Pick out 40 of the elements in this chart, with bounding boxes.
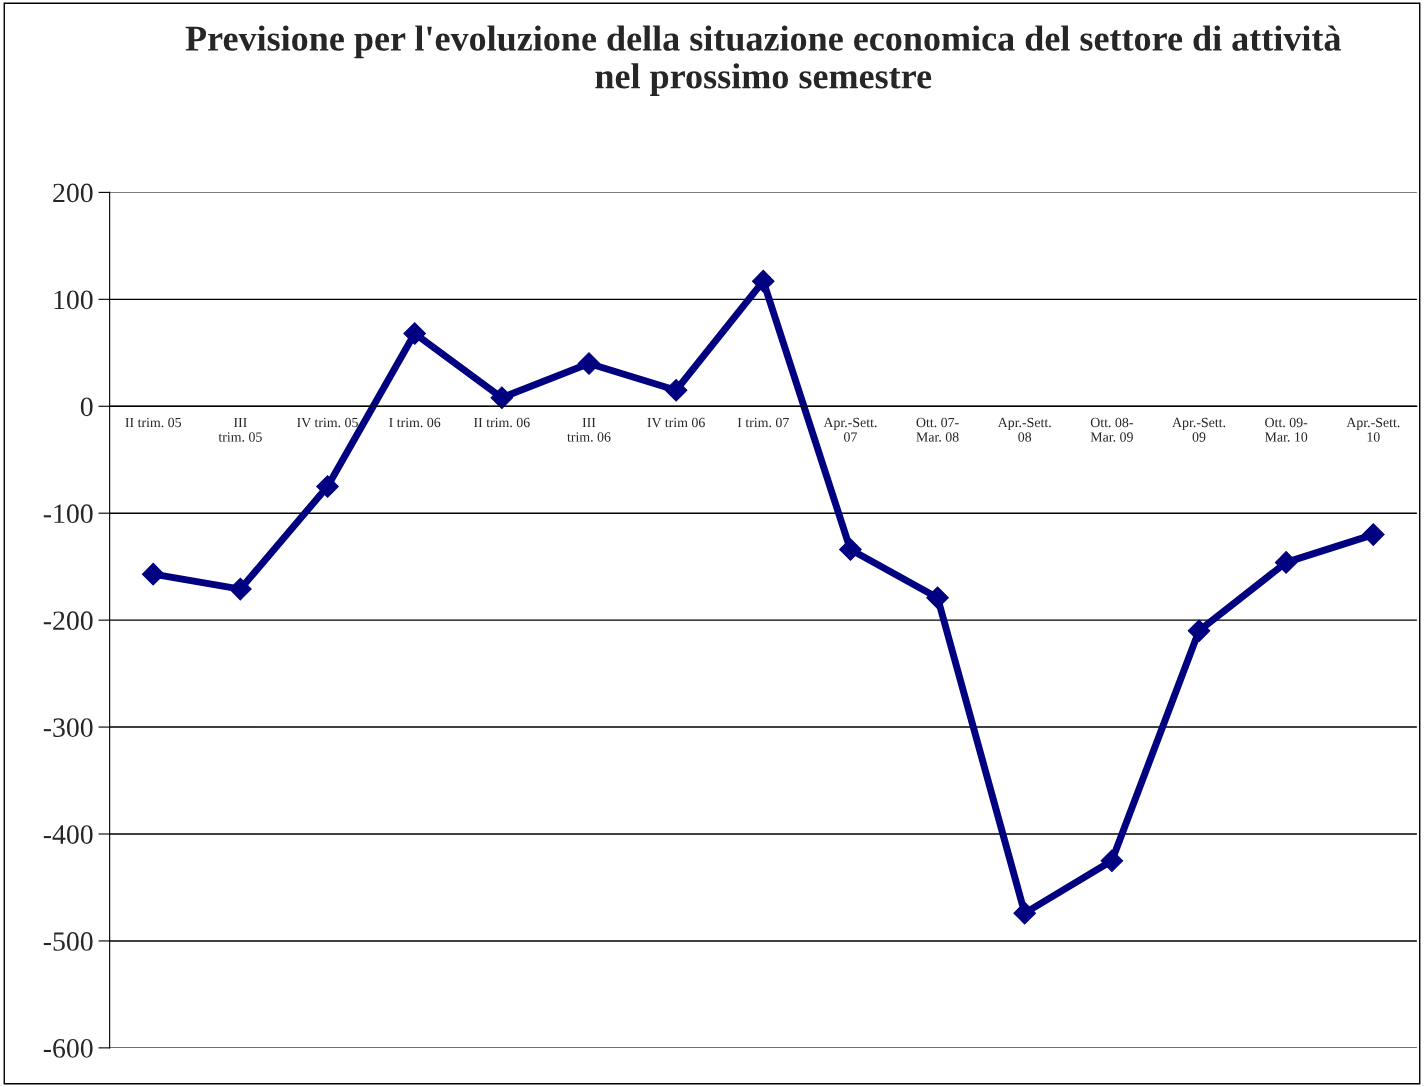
point: [141, 562, 165, 586]
y-tick-label: -300: [43, 718, 93, 737]
y-tick-label: 200: [53, 183, 93, 203]
y-tick-label: 100: [54, 290, 93, 310]
point: [316, 475, 339, 498]
x-tick-label: I trim. 06: [389, 417, 441, 428]
x-tick-label: Apr.-Sett. 07: [823, 417, 877, 442]
x-tick-label: IV trim 06: [647, 417, 705, 428]
point: [1361, 523, 1385, 546]
x-tick-label: I trim. 07: [737, 417, 789, 428]
y-tick-label: -500: [43, 932, 93, 951]
y-tick-label: -200: [43, 611, 93, 631]
x-tick-label: IV trim. 05: [297, 417, 358, 428]
point: [403, 322, 426, 345]
x-tick-label: II trim. 05: [125, 417, 182, 428]
x-tick-label: Apr.-Sett. 08: [997, 417, 1051, 442]
point: [229, 577, 252, 601]
x-tick-label: III trim. 06: [567, 417, 611, 442]
point: [1274, 551, 1298, 574]
point: [577, 352, 601, 375]
x-tick-label: II trim. 06: [473, 417, 530, 428]
y-tick-label: -600: [43, 1039, 93, 1058]
point: [751, 269, 775, 293]
point: [926, 586, 949, 609]
y-tick-label: -400: [43, 825, 93, 844]
point: [839, 538, 862, 561]
point: [1187, 619, 1211, 643]
x-tick-label: Apr.-Sett. 10: [1346, 417, 1400, 442]
x-tick-label: Apr.-Sett. 09: [1172, 417, 1226, 442]
point: [1013, 901, 1037, 925]
x-tick-label: III trim. 05: [218, 417, 262, 442]
x-tick-label: Ott. 09- Mar. 10: [1264, 417, 1308, 442]
point: [490, 386, 514, 410]
point: [664, 378, 688, 402]
y-tick-label: 0: [80, 397, 93, 417]
x-tick-label: Ott. 07- Mar. 08: [916, 417, 959, 442]
x-tick-label: Ott. 08- Mar. 09: [1090, 417, 1133, 442]
y-tick-label: -100: [43, 504, 93, 524]
point: [1100, 849, 1124, 873]
chart-title: Previsione per l'evoluzione della situazione economica del settore di attività nel prossimo semestre: [185, 25, 1341, 96]
